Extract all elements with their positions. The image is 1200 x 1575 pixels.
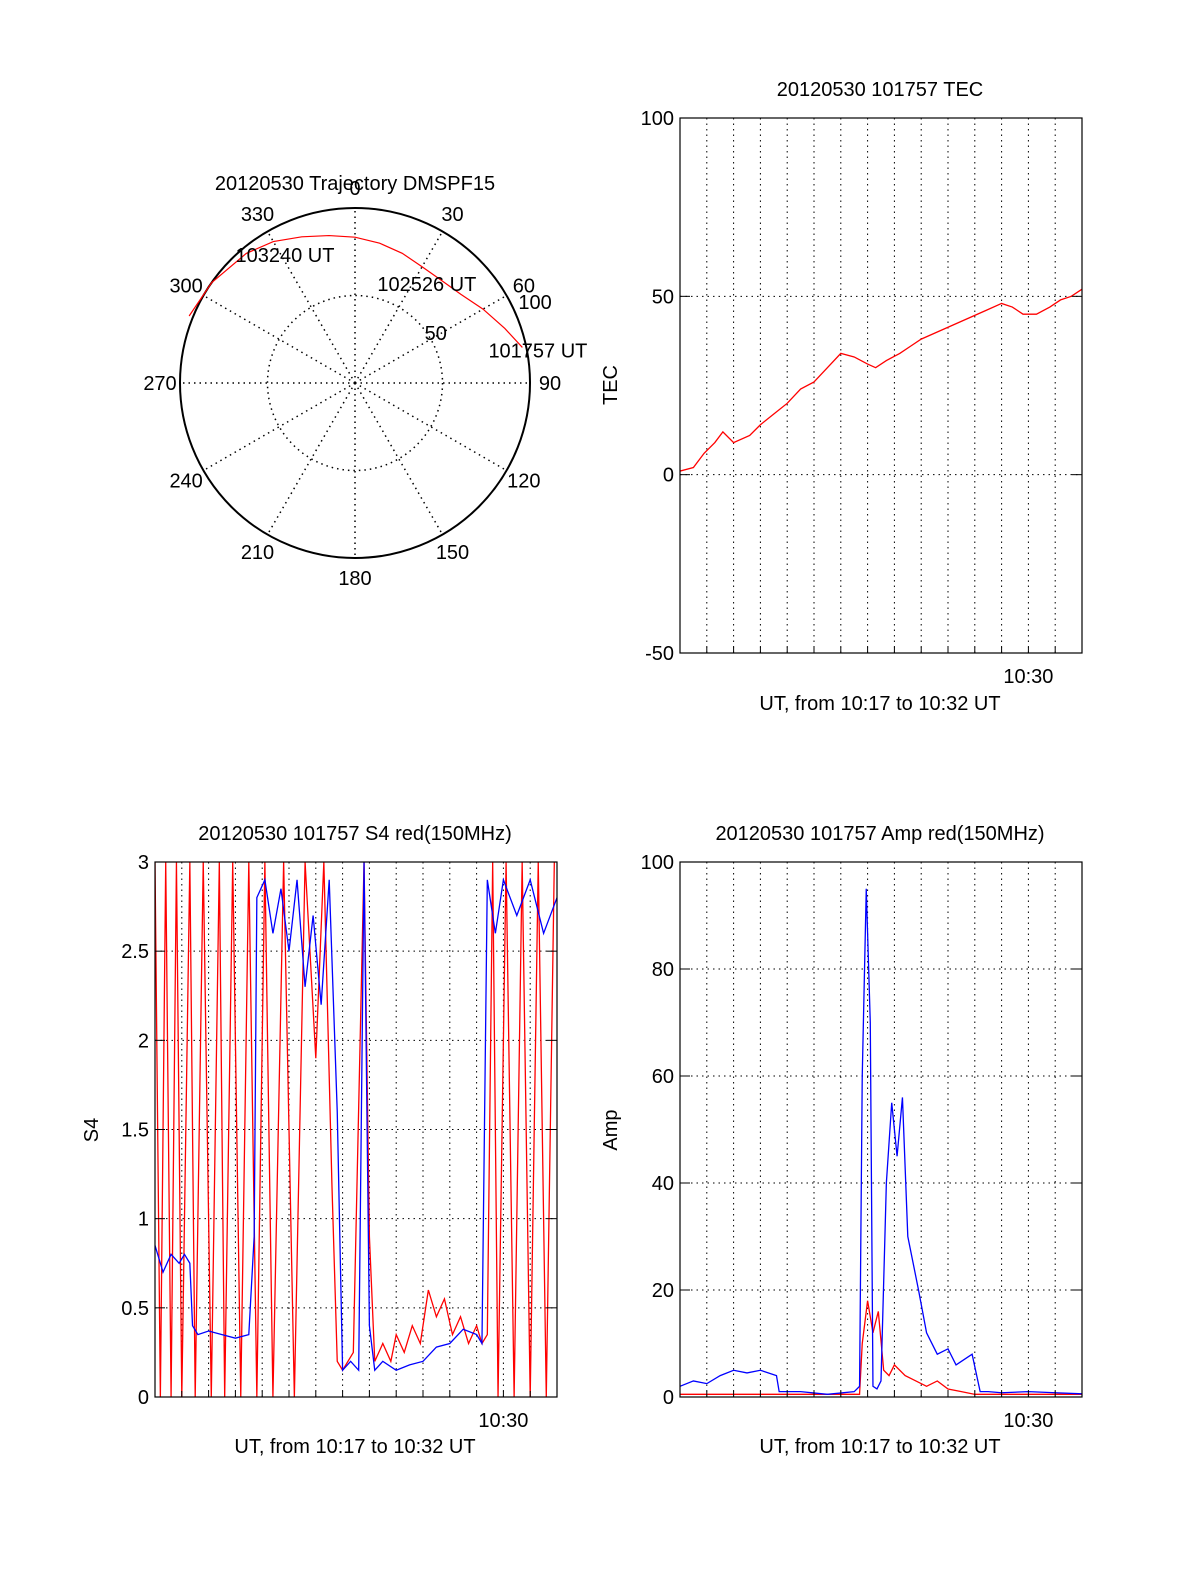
azimuth-labels: 0 30 60 90 120 150 180 210 240 270 300 330 bbox=[143, 178, 561, 590]
azimuth-label: 180 bbox=[338, 568, 371, 590]
series-line-1 bbox=[155, 862, 557, 1372]
trajectory-title: 20120530 Trajectory DMSPF15 bbox=[215, 173, 495, 195]
azimuth-label: 0 bbox=[349, 178, 360, 200]
y-tick-label: 3 bbox=[138, 852, 149, 874]
trajectory-polar-panel: 20120530 Trajectory DMSPF15 0 30 60 90 120 15… bbox=[143, 173, 587, 590]
s4-panel: 20120530 101757 S4 red(150MHz) UT, from … bbox=[81, 823, 558, 1458]
y-tick-label: 1.5 bbox=[121, 1120, 149, 1142]
azimuth-label: 300 bbox=[169, 276, 202, 298]
polar-grid bbox=[179, 207, 531, 559]
azimuth-label: 30 bbox=[441, 204, 463, 226]
y-tick-label: 0 bbox=[663, 1387, 674, 1409]
x-tick-label: 10:30 bbox=[1003, 666, 1053, 688]
trajectory-time-label: 102526 UT bbox=[377, 274, 476, 296]
y-tick-label: 100 bbox=[641, 852, 674, 874]
y-tick-label: 50 bbox=[652, 286, 674, 308]
polar-inner-circle bbox=[266, 294, 444, 472]
radial-label: 100 bbox=[518, 292, 551, 314]
azimuth-label: 60 bbox=[513, 276, 535, 298]
plot-frame bbox=[679, 117, 1083, 654]
y-tick-label: 80 bbox=[652, 959, 674, 981]
radial-labels: 50 100 bbox=[425, 292, 552, 345]
y-tick-label: 0 bbox=[138, 1387, 149, 1409]
tec-x-axis-label: UT, from 10:17 to 10:32 UT bbox=[759, 693, 1000, 715]
y-tick-label: 20 bbox=[652, 1280, 674, 1302]
series-line-0 bbox=[155, 862, 555, 1397]
trajectory-line bbox=[188, 234, 523, 348]
trajectory-labels: 103240 UT 102526 UT 101757 UT bbox=[236, 245, 588, 363]
tec-title: 20120530 101757 TEC bbox=[777, 79, 983, 101]
s4-y-axis-label: S4 bbox=[81, 1118, 103, 1142]
polar-outer-circle bbox=[179, 207, 531, 559]
y-tick-label: -50 bbox=[645, 643, 674, 665]
series-line-1 bbox=[680, 888, 1082, 1395]
amp-y-axis-label: Amp bbox=[600, 1109, 622, 1150]
trajectory-time-label: 103240 UT bbox=[236, 245, 335, 267]
series-line-0 bbox=[680, 288, 1082, 472]
x-tick-label: 10:30 bbox=[478, 1410, 528, 1432]
azimuth-label: 150 bbox=[436, 542, 469, 564]
y-tick-label: 0.5 bbox=[121, 1298, 149, 1320]
y-tick-label: 0 bbox=[663, 465, 674, 487]
trajectory-series bbox=[188, 234, 523, 348]
s4-x-axis-label: UT, from 10:17 to 10:32 UT bbox=[234, 1436, 475, 1458]
amp-title: 20120530 101757 Amp red(150MHz) bbox=[715, 823, 1044, 845]
polar-spoke bbox=[354, 382, 444, 535]
amp-panel: 20120530 101757 Amp red(150MHz) UT, from… bbox=[600, 823, 1083, 1458]
azimuth-label: 270 bbox=[143, 373, 176, 395]
azimuth-label: 120 bbox=[507, 471, 540, 493]
s4-title: 20120530 101757 S4 red(150MHz) bbox=[198, 823, 512, 845]
polar-spoke bbox=[203, 382, 356, 472]
series-line-0 bbox=[680, 1300, 1082, 1395]
amp-x-axis-label: UT, from 10:17 to 10:32 UT bbox=[759, 1436, 1000, 1458]
trajectory-time-label: 101757 UT bbox=[488, 340, 587, 362]
polar-spoke bbox=[266, 382, 356, 535]
y-tick-label: 1 bbox=[138, 1209, 149, 1231]
azimuth-label: 210 bbox=[241, 542, 274, 564]
radial-label: 50 bbox=[425, 323, 447, 345]
y-tick-label: 2.5 bbox=[121, 941, 149, 963]
tec-plot-area: -50 0 50 100 10:30 bbox=[641, 108, 1083, 688]
azimuth-label: 90 bbox=[539, 373, 561, 395]
tec-y-axis-label: TEC bbox=[600, 365, 622, 405]
azimuth-label: 330 bbox=[241, 204, 274, 226]
tec-panel: 20120530 101757 TEC UT, from 10:17 to 10… bbox=[600, 79, 1083, 715]
amp-plot-area: 0 20 40 60 80 100 10:30 bbox=[641, 852, 1083, 1432]
plot-frame bbox=[679, 861, 1083, 1398]
x-tick-label: 10:30 bbox=[1003, 1410, 1053, 1432]
y-tick-label: 2 bbox=[138, 1030, 149, 1052]
y-tick-label: 100 bbox=[641, 108, 674, 130]
y-tick-label: 60 bbox=[652, 1066, 674, 1088]
polar-spoke bbox=[354, 382, 507, 472]
azimuth-label: 240 bbox=[169, 471, 202, 493]
s4-plot-area: 0 0.5 1 1.5 2 2.5 3 10:30 bbox=[121, 852, 558, 1432]
y-tick-label: 40 bbox=[652, 1173, 674, 1195]
